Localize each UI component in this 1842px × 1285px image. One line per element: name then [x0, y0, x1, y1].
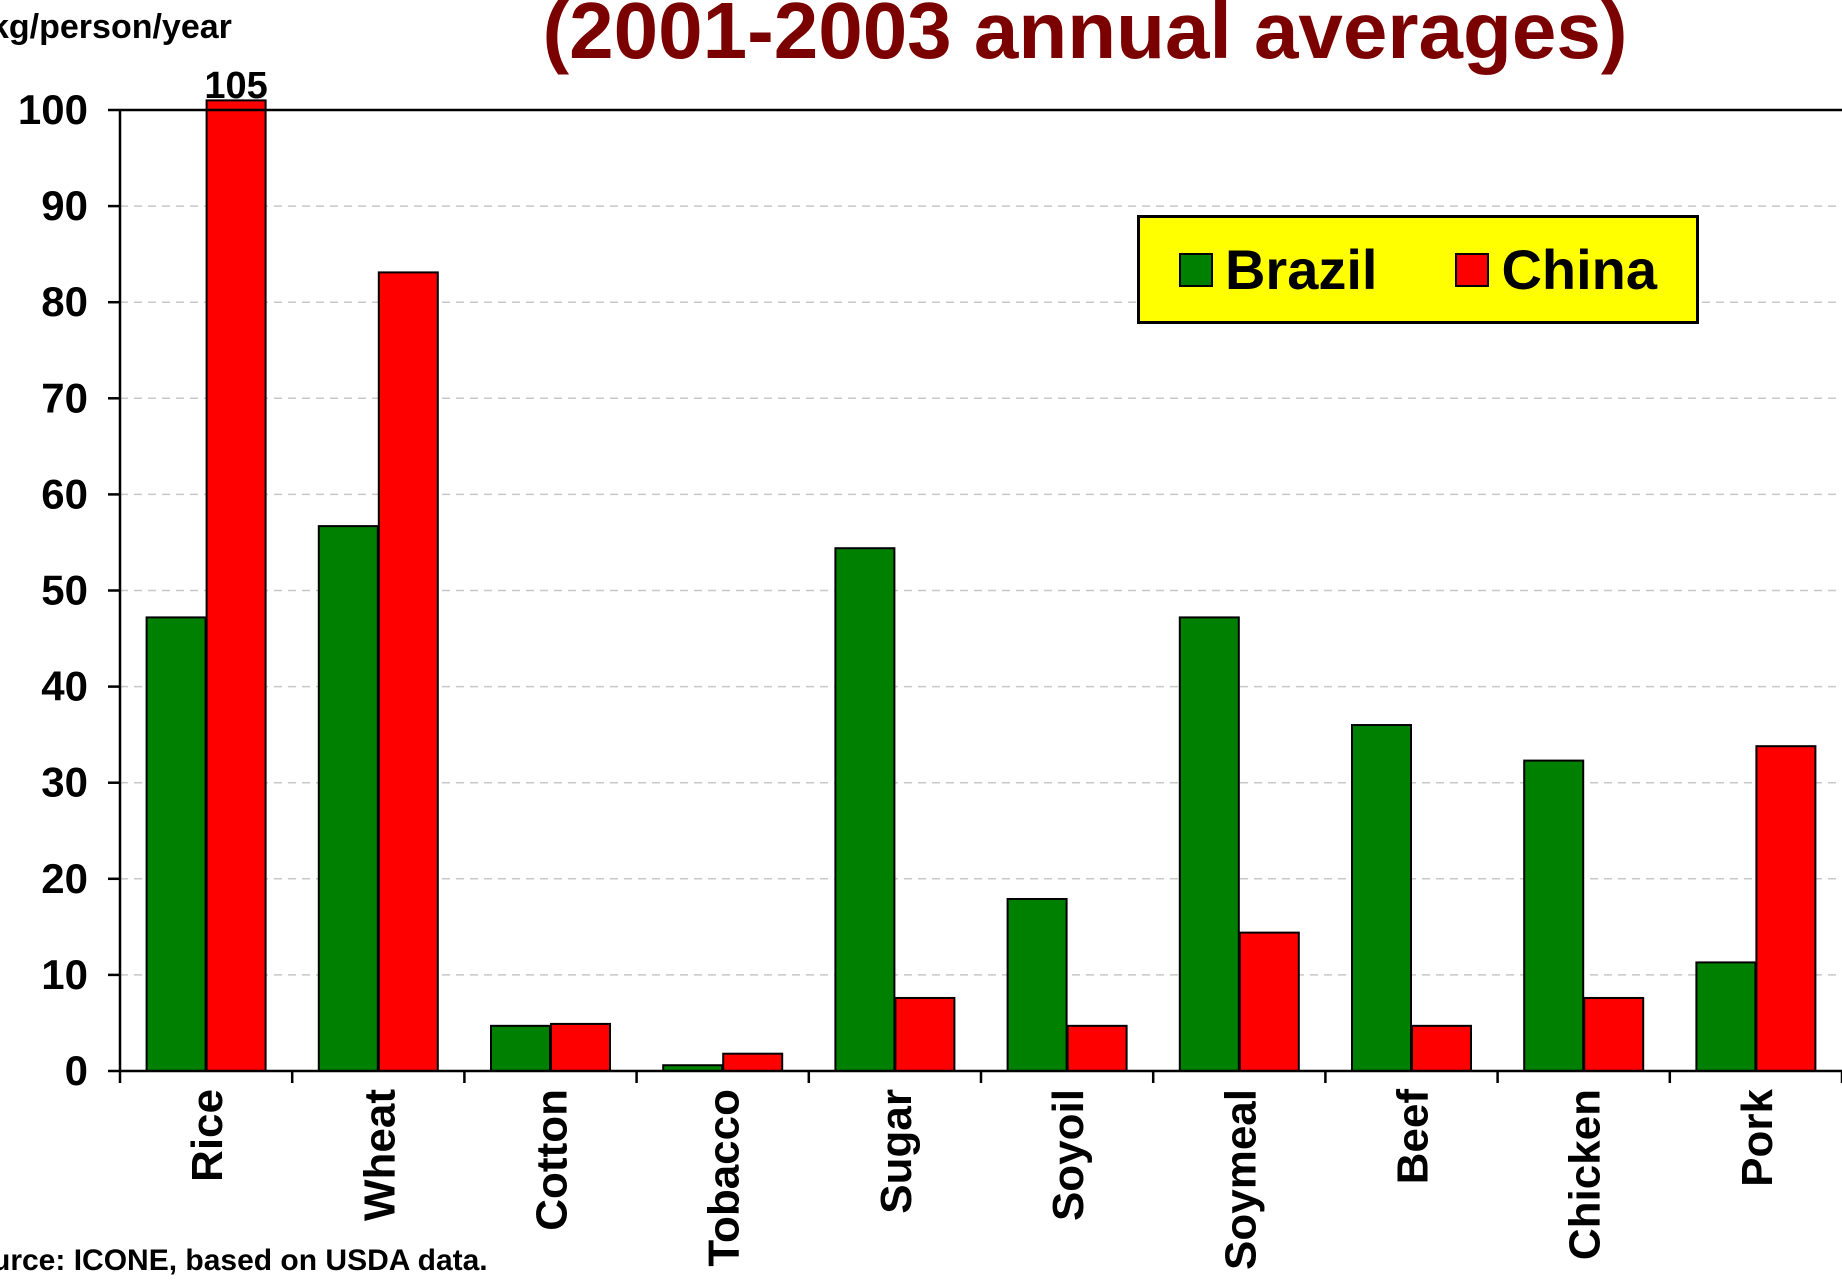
x-tick-labels: Rice Wheat Cotton Tobacco Sugar Soyoil Soymeal…: [183, 1088, 1782, 1270]
y-tick-labels: 0 10 20 30 40 50 60 70 80 90 100: [18, 86, 120, 1094]
bar-china-pork: [1755, 745, 1817, 1072]
x-tick-label-pork: Pork: [1733, 1088, 1782, 1186]
bar-china-wheat: [377, 271, 439, 1072]
x-tick-label-wheat: Wheat: [355, 1089, 404, 1221]
x-tick-label-cotton: Cotton: [528, 1089, 577, 1231]
bars: [145, 99, 1817, 1073]
bar-china-soyoil: [1066, 1024, 1128, 1073]
bar-china-beef: [1411, 1024, 1472, 1073]
x-tick-label-sugar: Sugar: [872, 1089, 921, 1214]
annotations: 105: [204, 65, 267, 107]
legend: Brazil China: [1137, 215, 1699, 324]
y-tick-label: 60: [41, 470, 88, 517]
y-tick-label: 70: [41, 374, 88, 421]
bar-brazil-soymeal: [1178, 616, 1240, 1073]
y-tick-label: 40: [41, 663, 88, 710]
bar-brazil-beef: [1351, 724, 1412, 1072]
legend-label-brazil: Brazil: [1224, 238, 1378, 301]
y-axis-label: kg/person/year: [0, 8, 232, 46]
x-tick-label-soymeal: Soymeal: [1216, 1089, 1265, 1270]
y-tick-label: 90: [41, 182, 88, 229]
y-tick-label: 50: [41, 567, 88, 614]
bar-china-sugar: [894, 996, 956, 1072]
bar-china-tobacco: [722, 1052, 784, 1073]
bar-china-soymeal: [1238, 931, 1300, 1073]
y-tick-label: 80: [41, 278, 88, 325]
x-tick-label-rice: Rice: [183, 1089, 232, 1182]
bar-china-cotton: [550, 1022, 611, 1073]
bar-brazil-wheat: [317, 525, 379, 1072]
y-tick-label: 0: [65, 1047, 88, 1094]
bar-china-chicken: [1583, 996, 1645, 1072]
y-tick-label: 30: [41, 759, 88, 806]
bar-brazil-sugar: [834, 547, 896, 1072]
y-tick-label: 10: [41, 951, 88, 998]
data-label: 105: [204, 65, 267, 107]
x-tick-label-beef: Beef: [1389, 1089, 1438, 1185]
legend-label-china: China: [1501, 238, 1658, 301]
x-tick-label-chicken: Chicken: [1561, 1089, 1610, 1260]
legend-swatch-china: [1455, 252, 1490, 287]
legend-item-brazil: Brazil: [1178, 237, 1378, 302]
bar-brazil-cotton: [490, 1024, 551, 1073]
bar-brazil-pork: [1695, 961, 1757, 1072]
legend-item-china: China: [1455, 237, 1657, 302]
x-tick-label-soyoil: Soyoil: [1044, 1089, 1093, 1221]
x-tick-label-tobacco: Tobacco: [700, 1089, 749, 1267]
bar-brazil-soyoil: [1006, 897, 1068, 1073]
bar-brazil-chicken: [1523, 759, 1585, 1072]
y-tick-label: 20: [41, 855, 88, 902]
legend-swatch-brazil: [1178, 252, 1213, 287]
y-tick-label: 100: [18, 86, 88, 133]
bar-china-rice: [205, 99, 267, 1072]
source-note: urce: ICONE, based on USDA data.: [0, 1244, 488, 1277]
chart-title: (2001-2003 annual averages): [542, 0, 1627, 75]
bar-brazil-rice: [145, 616, 207, 1073]
